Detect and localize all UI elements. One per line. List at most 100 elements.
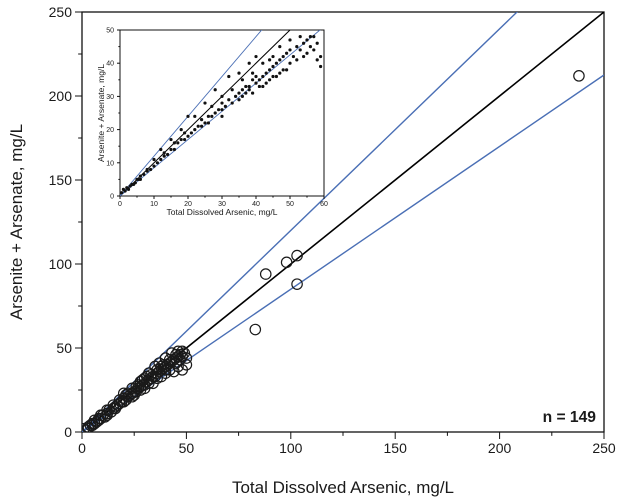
- data-point: [90, 416, 103, 428]
- data-point: [268, 58, 272, 62]
- x-tick-label: 50: [179, 440, 195, 456]
- data-point: [149, 360, 161, 373]
- data-point: [138, 174, 142, 178]
- data-point: [213, 88, 217, 92]
- x-tick-label: 30: [218, 201, 226, 208]
- data-point: [159, 367, 172, 379]
- x-tick-label: 50: [286, 201, 294, 208]
- data-point: [220, 114, 224, 118]
- data-point: [120, 389, 132, 401]
- data-point: [257, 84, 261, 89]
- data-point: [251, 71, 255, 75]
- data-point: [254, 74, 258, 79]
- x-axis-label: Total Dissolved Arsenic, mg/L: [166, 207, 277, 217]
- data-point: [227, 74, 231, 79]
- sample-count-annotation: n = 149: [543, 409, 597, 426]
- data-point: [237, 91, 241, 95]
- data-point: [143, 377, 155, 390]
- data-point: [179, 137, 183, 142]
- y-tick-label: 200: [49, 88, 73, 104]
- data-point: [109, 400, 122, 413]
- data-point: [251, 91, 255, 95]
- data-point: [183, 137, 187, 142]
- data-point: [189, 131, 193, 135]
- data-point: [278, 58, 282, 62]
- data-point: [210, 104, 214, 108]
- data-point: [111, 399, 124, 411]
- data-point: [155, 161, 159, 165]
- data-point: [206, 114, 210, 118]
- data-point: [140, 370, 153, 383]
- data-point: [315, 41, 319, 45]
- data-point: [155, 360, 168, 373]
- data-point: [261, 84, 265, 89]
- data-point: [251, 78, 255, 82]
- y-tick-label: 30: [106, 94, 114, 101]
- data-point: [126, 390, 138, 403]
- y-tick-label: 40: [106, 61, 114, 68]
- data-point: [206, 121, 210, 125]
- data-point: [247, 88, 251, 92]
- data-point: [315, 58, 319, 62]
- data-point: [274, 61, 278, 65]
- data-point: [178, 347, 191, 359]
- data-point: [319, 54, 323, 59]
- data-point: [288, 48, 292, 52]
- data-point: [319, 64, 323, 69]
- data-point: [200, 124, 204, 128]
- data-point: [298, 48, 302, 52]
- data-point: [271, 54, 275, 59]
- data-point: [312, 48, 316, 52]
- data-point: [247, 84, 251, 89]
- data-point: [124, 389, 136, 401]
- data-point: [136, 374, 149, 386]
- data-point: [220, 101, 224, 105]
- data-point: [172, 147, 176, 152]
- y-tick-label: 250: [49, 4, 73, 20]
- data-point: [166, 152, 170, 157]
- data-point: [271, 64, 275, 69]
- data-point: [249, 323, 262, 336]
- data-point: [133, 181, 137, 185]
- data-point: [152, 164, 156, 168]
- data-point: [278, 71, 282, 75]
- x-tick-label: 200: [488, 440, 512, 456]
- data-point: [271, 74, 275, 79]
- x-tick-label: 20: [184, 201, 192, 208]
- data-point: [288, 38, 292, 42]
- data-point: [186, 134, 190, 138]
- x-tick-label: 10: [150, 201, 158, 208]
- data-point: [259, 268, 272, 280]
- data-point: [288, 61, 292, 65]
- data-point: [145, 167, 149, 172]
- data-point: [302, 54, 306, 59]
- y-tick-label: 10: [106, 160, 114, 167]
- data-point: [295, 58, 299, 62]
- data-point: [101, 409, 113, 421]
- data-point: [169, 137, 173, 142]
- plot-frame: [119, 29, 325, 197]
- data-point: [152, 157, 156, 162]
- data-point: [172, 141, 176, 145]
- data-point: [261, 61, 265, 65]
- data-point: [176, 141, 180, 145]
- data-point: [308, 35, 312, 39]
- data-point: [280, 256, 293, 269]
- data-point: [244, 84, 248, 89]
- data-point: [305, 51, 309, 55]
- data-point: [298, 35, 302, 39]
- data-point: [162, 151, 166, 155]
- data-point: [168, 365, 180, 378]
- data-point: [268, 78, 272, 82]
- data-point: [295, 45, 299, 49]
- data-point: [165, 347, 178, 359]
- inset-plot: 0 10 20 30 40 50 60 0 10 20 30 40 50 Total Dissolved …: [96, 27, 328, 217]
- data-point: [159, 157, 163, 162]
- data-point: [281, 68, 285, 72]
- data-point: [220, 94, 224, 98]
- data-point: [247, 61, 251, 65]
- x-tick-label: 60: [320, 201, 328, 208]
- data-point: [254, 81, 258, 85]
- data-point: [183, 131, 187, 135]
